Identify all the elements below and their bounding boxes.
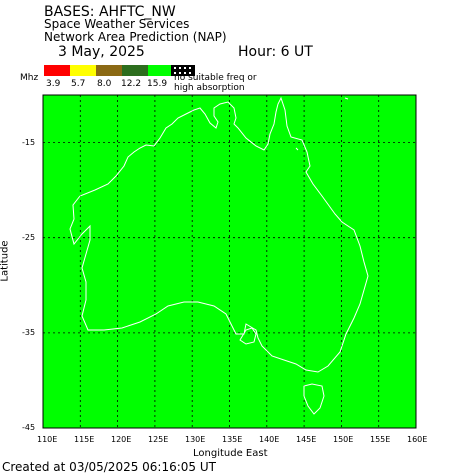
x-tick-120: 120E <box>111 435 132 444</box>
legend-value-4: 12.2 <box>121 79 142 89</box>
legend-value-1: 3.9 <box>46 79 61 89</box>
x-tick-140: 140E <box>259 435 280 444</box>
organization-name: Space Weather Services <box>44 17 190 31</box>
x-tick-135: 135E <box>222 435 243 444</box>
x-tick-125: 125E <box>148 435 169 444</box>
forecast-hour: Hour: 6 UT <box>238 44 313 60</box>
x-tick-110: 110E <box>37 435 58 444</box>
legend-no-freq-text-1: no suitable freq or <box>174 73 257 83</box>
legend-no-freq-text-2: high absorption <box>174 83 245 93</box>
y-tick-2: -25 <box>22 233 36 242</box>
legend-unit: Mhz <box>20 73 39 83</box>
x-tick-145: 145E <box>296 435 317 444</box>
legend-swatch-darkgreen <box>122 65 148 76</box>
x-tick-155: 155E <box>370 435 391 444</box>
legend-value-2: 5.7 <box>71 79 86 89</box>
legend-swatch-brown <box>96 65 122 76</box>
legend-colorbar <box>44 65 174 76</box>
y-tick-4: -45 <box>22 423 36 432</box>
grid-lines <box>43 95 416 428</box>
created-timestamp: Created at 03/05/2025 06:16:05 UT <box>2 460 216 474</box>
coastline-australia <box>69 96 369 415</box>
legend-value-3: 8.0 <box>97 79 112 89</box>
legend-swatch-yellow <box>70 65 96 76</box>
legend-swatch-green <box>148 65 174 76</box>
y-tick-1: -15 <box>22 138 36 147</box>
x-tick-150: 150E <box>333 435 354 444</box>
forecast-date: 3 May, 2025 <box>58 44 145 60</box>
legend-swatch-no-freq <box>171 65 195 76</box>
y-tick-3: -35 <box>22 328 36 337</box>
legend-value-5: 15.9 <box>147 79 168 89</box>
y-axis-label: Latitude <box>0 240 11 282</box>
x-tick-115: 115E <box>74 435 95 444</box>
product-name: Network Area Prediction (NAP) <box>44 30 227 44</box>
legend-swatch-red <box>44 65 70 76</box>
map-title: BASES: AHFTC_NW <box>44 4 176 20</box>
x-tick-130: 130E <box>185 435 206 444</box>
x-axis-label: Longitude East <box>193 448 268 459</box>
x-tick-160: 160E <box>407 435 428 444</box>
